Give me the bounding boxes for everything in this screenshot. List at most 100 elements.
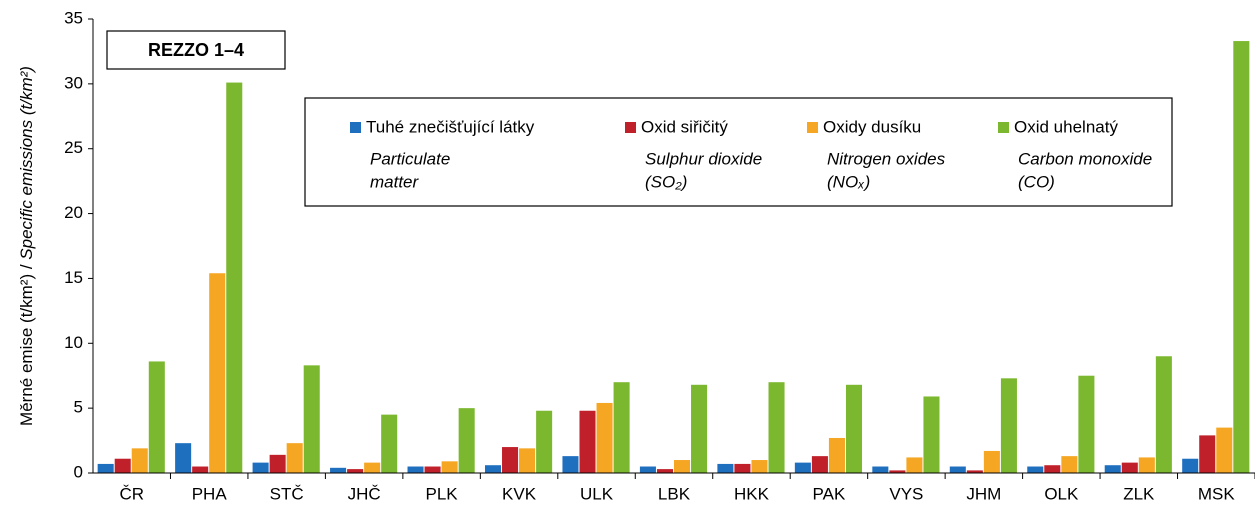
x-tick-label: STČ <box>270 484 304 503</box>
bar <box>407 466 424 473</box>
x-tick-label: OLK <box>1044 484 1079 503</box>
bar <box>458 408 475 473</box>
x-tick-label: HKK <box>734 484 770 503</box>
bar <box>811 456 828 473</box>
legend-swatch <box>807 122 818 133</box>
x-tick-label: LBK <box>658 484 691 503</box>
bar <box>424 466 441 473</box>
bar <box>596 402 613 473</box>
bar <box>97 463 114 473</box>
bar <box>639 466 656 473</box>
bar <box>717 463 734 473</box>
bar <box>114 458 131 473</box>
bar <box>923 396 940 473</box>
bar <box>519 448 536 473</box>
y-label-cz: Měrné emise (t/km²) / <box>17 260 36 426</box>
bar <box>1216 427 1233 473</box>
bar <box>252 462 269 473</box>
bar <box>131 448 148 473</box>
bar <box>794 462 811 473</box>
bar <box>347 469 364 473</box>
bar <box>381 414 398 473</box>
legend-swatch <box>625 122 636 133</box>
bar <box>1199 435 1216 473</box>
y-label-en: Specific emissions (t/km²) <box>17 66 36 260</box>
legend-note: Sulphur dioxide <box>645 149 762 168</box>
bar <box>751 460 768 473</box>
bar <box>330 467 347 473</box>
bar <box>983 450 1000 473</box>
bar <box>286 443 303 473</box>
legend-box <box>304 97 1173 207</box>
bar <box>148 361 165 473</box>
bar <box>269 454 286 473</box>
y-tick-label: 25 <box>64 138 83 157</box>
annotation: REZZO 1–4 <box>148 40 244 60</box>
bar <box>1027 466 1044 473</box>
bar <box>613 382 630 473</box>
x-tick-label: KVK <box>502 484 537 503</box>
x-tick-label: PAK <box>813 484 846 503</box>
legend-swatch <box>998 122 1009 133</box>
bar <box>966 470 983 473</box>
bar <box>656 469 673 473</box>
bar <box>1155 356 1172 473</box>
bar <box>1044 465 1061 473</box>
x-tick-label: PHA <box>192 484 228 503</box>
bar <box>175 443 192 473</box>
annotation-box <box>106 30 286 70</box>
y-tick-label: 35 <box>64 8 83 27</box>
x-tick-label: JHČ <box>348 484 381 503</box>
bar <box>734 463 751 473</box>
bar <box>1138 457 1155 473</box>
legend-note: matter <box>370 172 420 191</box>
bar <box>484 465 502 473</box>
y-tick-label: 20 <box>64 203 83 222</box>
bar <box>828 437 845 473</box>
legend-label: Tuhé znečišťující látky <box>366 117 535 136</box>
bar <box>768 382 785 473</box>
bar <box>949 466 966 473</box>
legend-note: Carbon monoxide <box>1018 149 1152 168</box>
legend-label: Oxid siřičitý <box>641 117 728 136</box>
bar <box>364 462 381 473</box>
bar <box>536 410 553 473</box>
bar <box>1233 41 1250 474</box>
bar <box>1078 375 1095 473</box>
legend-note: Nitrogen oxides <box>827 149 946 168</box>
bar <box>1000 378 1017 473</box>
y-tick-label: 0 <box>74 462 83 481</box>
x-tick-label: MSK <box>1198 484 1236 503</box>
bar <box>303 365 320 473</box>
legend-note: Particulate <box>370 149 450 168</box>
legend-label: Oxid uhelnatý <box>1014 117 1118 136</box>
bar <box>579 410 596 473</box>
bar <box>192 466 209 473</box>
bar <box>441 461 458 473</box>
bar <box>691 384 708 473</box>
bar <box>1061 456 1078 473</box>
bar <box>562 456 579 473</box>
x-tick-label: ČR <box>119 484 144 503</box>
bar <box>1104 465 1121 473</box>
bar <box>209 273 226 473</box>
y-axis-label: Měrné emise (t/km²) / Specific emissions… <box>17 66 36 426</box>
bar <box>226 82 243 473</box>
bar <box>674 460 691 473</box>
bar <box>906 457 923 473</box>
legend-note: (CO) <box>1018 172 1055 191</box>
bar <box>889 470 906 473</box>
legend-note: (NOₓ) <box>827 172 870 191</box>
bar <box>1121 462 1138 473</box>
bar <box>845 384 863 473</box>
x-tick-label: JHM <box>966 484 1001 503</box>
x-tick-label: PLK <box>426 484 459 503</box>
bar <box>1182 458 1199 473</box>
bar <box>872 466 889 473</box>
bar <box>502 447 519 473</box>
x-tick-label: ULK <box>580 484 614 503</box>
x-tick-label: ZLK <box>1123 484 1155 503</box>
legend-label: Oxidy dusíku <box>823 117 921 136</box>
y-tick-label: 5 <box>74 398 83 417</box>
